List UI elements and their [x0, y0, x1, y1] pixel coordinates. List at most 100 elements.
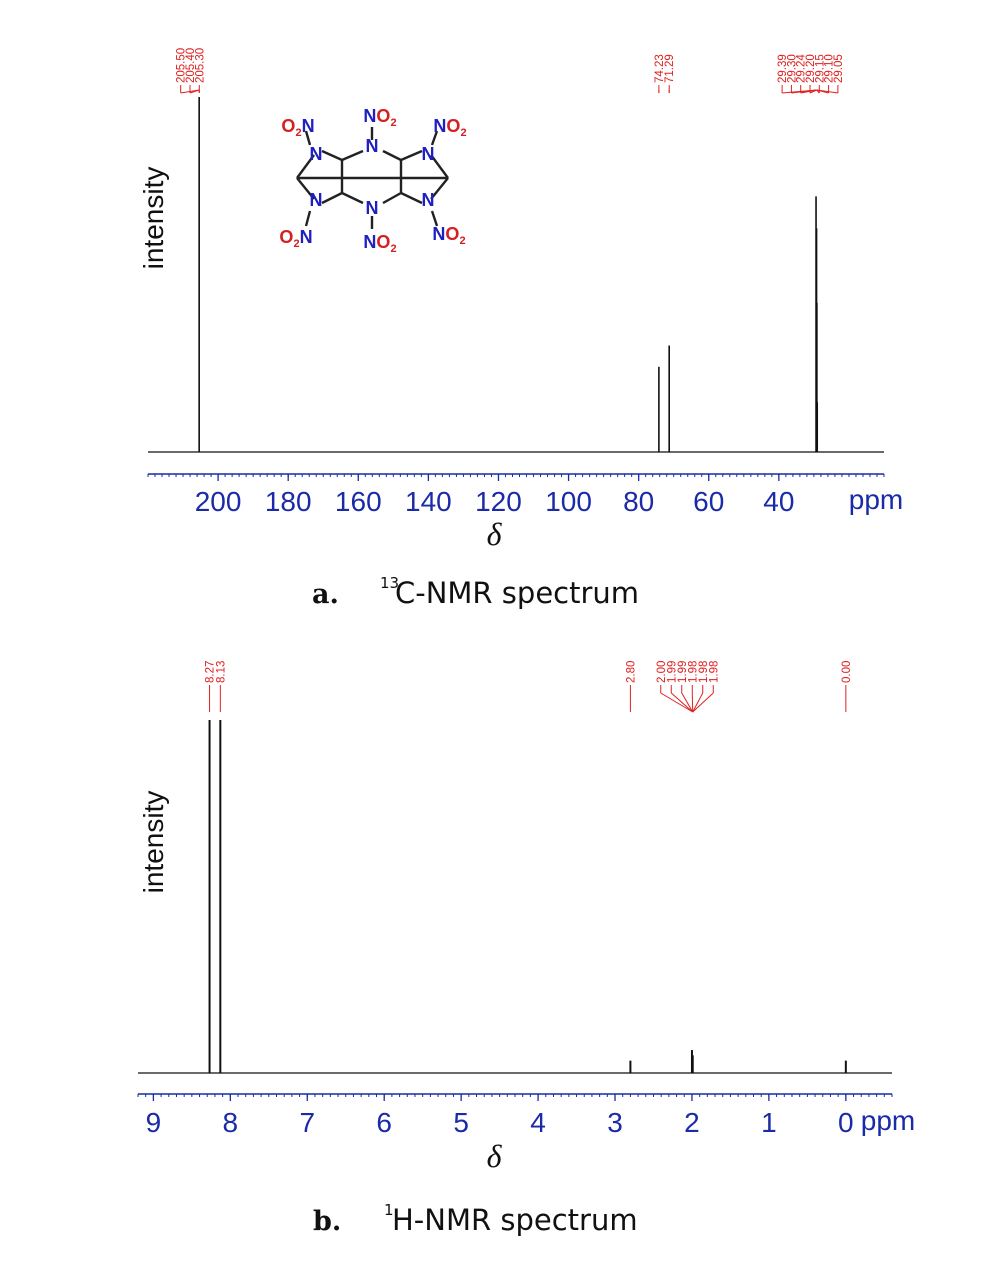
- peak-shift-label: 29.20: [805, 54, 817, 83]
- y-axis-label: intensity: [138, 167, 169, 270]
- bond: [296, 177, 315, 200]
- x-tick-label: 80: [623, 486, 654, 517]
- x-tick-label: 6: [376, 1107, 392, 1138]
- bond: [321, 191, 343, 205]
- x-axis: [137, 1093, 893, 1101]
- peak-shift-label: 8.13: [215, 661, 227, 683]
- nitro-group-label: NO2: [433, 116, 466, 139]
- bond: [304, 130, 312, 146]
- x-tick-label: 60: [693, 486, 724, 517]
- bond: [304, 210, 312, 227]
- bond: [321, 149, 343, 162]
- caption-superscript: 13: [380, 574, 399, 592]
- bond: [430, 177, 449, 200]
- x-tick-label: 5: [453, 1107, 469, 1138]
- bond: [430, 130, 439, 146]
- peak-shift-label: 29.39: [777, 54, 789, 83]
- bond: [341, 149, 364, 162]
- panel-letter: b.: [313, 1206, 341, 1237]
- x-tick-label: 160: [335, 486, 382, 517]
- nitrogen-atom: N: [310, 190, 323, 210]
- x-axis-label: δ: [487, 1138, 503, 1174]
- x-tick-labels: 9 8 7 6 5 4 3 2 1 0: [146, 1107, 854, 1138]
- nitrogen-atom: N: [366, 136, 379, 156]
- bond: [400, 149, 423, 162]
- peak-shift-label: 1.99: [677, 661, 689, 683]
- x-tick-label: 2: [684, 1107, 700, 1138]
- x-tick-labels: 200 180 160 140 120 100 80 60 40: [195, 486, 795, 517]
- peak-shift-label: 205.30: [194, 48, 206, 83]
- nitro-group-label: NO2: [363, 232, 396, 255]
- x-axis-unit: ppm: [861, 1105, 915, 1136]
- molecule-structure: N N N N N N O2N NO2 NO2 O2N NO2 NO2: [279, 106, 466, 255]
- x-tick-label: 100: [545, 486, 592, 517]
- peak-shift-label: 205.50: [176, 48, 188, 83]
- peak-shift-label: 74.23: [654, 54, 666, 83]
- panel-caption: C-NMR spectrum: [395, 576, 639, 610]
- peak-shift-label: 29.10: [824, 54, 836, 83]
- bond: [430, 210, 439, 227]
- peak-label-leader: [670, 692, 694, 713]
- x-tick-label: 1: [761, 1107, 777, 1138]
- bond: [430, 154, 449, 179]
- peak-label-leader: [692, 692, 714, 713]
- x-tick-label: 4: [530, 1107, 546, 1138]
- peak-label-leader: [692, 692, 704, 713]
- peak-shift-label: 0.00: [841, 661, 853, 683]
- nitrogen-atom: N: [422, 190, 435, 210]
- peak-label-leader: [681, 692, 694, 713]
- bond: [341, 191, 364, 205]
- x-tick-label: 140: [405, 486, 452, 517]
- peak-shift-label: 1.99: [666, 661, 678, 683]
- panel-h1-nmr: 8.278.13 2.80 2.001.991.991.981.981.98 0.00…: [137, 661, 915, 1237]
- peak-label-leader: [809, 89, 817, 94]
- nitrogen-atom: N: [366, 198, 379, 218]
- spectrum-peaks: [198, 97, 819, 452]
- caption-superscript: 1: [384, 1201, 394, 1219]
- peak-shift-label: 29.05: [833, 54, 845, 83]
- bond: [382, 149, 402, 162]
- bond: [400, 191, 423, 205]
- peak-shift-label: 71.29: [664, 54, 676, 83]
- peak-shift-label: 29.24: [796, 54, 808, 83]
- x-tick-label: 7: [299, 1107, 315, 1138]
- y-axis-label: intensity: [138, 791, 169, 894]
- bond: [296, 154, 315, 179]
- peak-label-leaders: [180, 85, 839, 94]
- panel-letter: a.: [312, 579, 339, 610]
- peak-shift-label: 1.98: [687, 661, 699, 683]
- peak-label-leader: [189, 89, 200, 94]
- bond: [382, 191, 402, 205]
- nitro-group-label: O2N: [279, 227, 312, 250]
- x-axis-unit: ppm: [849, 484, 903, 515]
- peak-label-leader: [816, 89, 838, 94]
- x-axis-label: δ: [487, 516, 503, 552]
- peak-shift-label: 29.30: [786, 54, 798, 83]
- panel-caption: H-NMR spectrum: [392, 1203, 638, 1237]
- nitro-group-label: NO2: [363, 106, 396, 129]
- peak-shift-label: 2.00: [656, 661, 668, 683]
- x-tick-label: 200: [195, 486, 242, 517]
- peak-label-leader: [800, 89, 817, 94]
- peak-label-leaders: [209, 685, 847, 713]
- peak-label-leader: [660, 692, 693, 713]
- peak-shift-label: 2.80: [625, 661, 637, 683]
- nitro-group-label: O2N: [281, 116, 314, 139]
- x-tick-label: 0: [838, 1107, 854, 1138]
- peak-shift-label: 1.98: [708, 661, 720, 683]
- x-tick-label: 40: [763, 486, 794, 517]
- peak-shift-label: 1.98: [698, 661, 710, 683]
- spectrum-peaks: [208, 720, 847, 1073]
- nitrogen-atom: N: [422, 144, 435, 164]
- x-axis: [147, 473, 885, 481]
- nitro-group-label: NO2: [432, 224, 465, 247]
- peak-shift-label: 8.27: [205, 661, 217, 683]
- x-tick-label: 3: [607, 1107, 623, 1138]
- nitrogen-atom: N: [310, 144, 323, 164]
- peak-labels: 8.278.13 2.80 2.001.991.991.981.981.98 0.00: [205, 661, 853, 683]
- x-tick-label: 8: [223, 1107, 239, 1138]
- peak-shift-label: 205.40: [185, 48, 197, 83]
